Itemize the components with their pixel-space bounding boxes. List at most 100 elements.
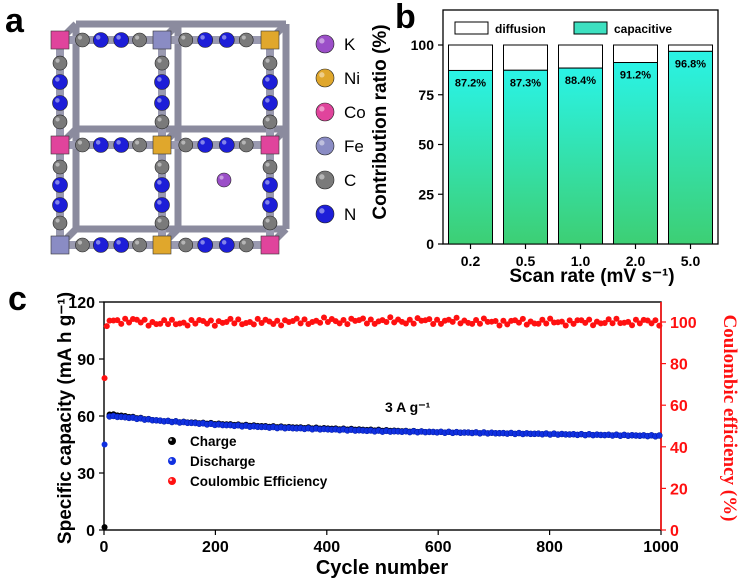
nitrogen-atom (113, 237, 129, 253)
bar-chart-x-tick-label: 0.5 (516, 253, 536, 269)
legend-label-c: C (344, 171, 356, 190)
nitrogen-atom (154, 177, 170, 193)
metal-node-co (260, 235, 280, 255)
series-point-2 (360, 315, 367, 322)
carbon-atom-highlight (241, 35, 246, 40)
series-point-2 (519, 315, 526, 322)
legend-atom-co-highlight (319, 106, 325, 112)
series-point-2 (297, 320, 304, 327)
series-point-2 (547, 315, 554, 322)
nitrogen-atom (262, 177, 278, 193)
cycling-x-tick-label: 0 (100, 539, 109, 556)
legend-atom-co (315, 102, 335, 122)
legend-label-2: Coulombic Efficiency (190, 474, 328, 489)
legend-label-fe: Fe (344, 137, 364, 156)
legend-label-k: K (344, 35, 356, 54)
carbon-atom-highlight (55, 58, 60, 63)
series-point-2 (613, 315, 620, 322)
series-point-2 (656, 322, 663, 329)
bar-capacitive (503, 69, 548, 245)
series-point-2 (118, 320, 125, 327)
legend-atom-k (315, 34, 335, 54)
nitrogen-atom-highlight (221, 35, 227, 40)
cycling-chart-points (101, 314, 663, 531)
nitrogen-atom (52, 197, 68, 213)
nitrogen-atom (93, 237, 109, 253)
cycling-y-tick-label: 0 (86, 523, 95, 540)
series-point-2 (629, 322, 636, 329)
series-point-2 (504, 321, 511, 328)
bar-chart-bars: 87.2% 87.3% 88.4% 91.2% 96.8% (448, 44, 713, 245)
metal-node-co (50, 30, 70, 50)
series-point-2 (317, 319, 324, 326)
nitrogen-atom-highlight (157, 200, 162, 205)
legend-label-1: Discharge (190, 454, 256, 469)
carbon-atom-highlight (181, 35, 186, 40)
series-point-2 (605, 316, 612, 323)
series-point-2 (535, 320, 542, 327)
bar-chart-y-tick-label: 100 (411, 37, 435, 53)
nitrogen-atom (262, 95, 278, 111)
legend-label-co: Co (344, 103, 366, 122)
carbon-atom (154, 114, 170, 130)
series-point-2 (184, 322, 191, 329)
carbon-atom (154, 159, 170, 175)
series-point-2 (278, 322, 285, 329)
cycling-x-tick-label: 800 (536, 539, 563, 556)
legend-marker-highlight-1 (169, 458, 173, 462)
bar-chart-y-tick-label: 75 (418, 87, 434, 103)
bar-chart-axes: 0 25 50 75 100 0.2 0.5 1.0 2.0 5.0 (411, 9, 719, 269)
cycling-x-tick-label: 400 (313, 539, 340, 556)
series-point-2 (430, 321, 437, 328)
carbon-atom (75, 237, 90, 253)
series-point-2 (609, 320, 616, 327)
bar-capacitive (668, 50, 713, 245)
nitrogen-atom-highlight (55, 200, 60, 205)
legend-label-n: N (344, 205, 356, 224)
cycling-right-y-tick-label: 0 (670, 523, 679, 540)
bar-chart-y-tick-label: 0 (426, 236, 434, 252)
nitrogen-atom (262, 74, 278, 90)
legend-atom-n-highlight (319, 208, 325, 214)
carbon-atom-highlight (55, 162, 60, 167)
bar-chart-y-axis-label: Contribution ratio (%) (370, 24, 391, 219)
nitrogen-atom-highlight (157, 98, 162, 103)
cycling-x-tick-label: 1000 (643, 539, 679, 556)
carbon-atom (262, 114, 278, 130)
nitrogen-atom (197, 237, 213, 253)
cycling-chart-annotation: 3 A g⁻¹ (385, 399, 431, 415)
bar-diffusion (448, 44, 493, 71)
nitrogen-atom (219, 237, 235, 253)
bar-chart-x-tick-label: 1.0 (571, 253, 591, 269)
legend-label-0: Charge (190, 434, 237, 449)
series-point-2 (410, 320, 417, 327)
series-point-2 (402, 320, 409, 327)
series-point-2 (211, 322, 218, 329)
series-point-2 (301, 316, 308, 323)
series-point-2 (632, 316, 639, 323)
carbon-atom-highlight (135, 140, 140, 145)
series-point-2 (101, 375, 108, 382)
metal-node-co (50, 135, 70, 155)
nitrogen-atom (93, 32, 109, 48)
bar-chart-x-tick-label: 2.0 (626, 253, 646, 269)
series-point-2 (496, 322, 503, 329)
series-point-2 (473, 316, 480, 323)
series-point-2 (383, 319, 390, 326)
carbon-atom (75, 137, 90, 153)
series-point-2 (543, 320, 550, 327)
nitrogen-atom (113, 32, 129, 48)
series-point-2 (363, 320, 370, 327)
cycling-chart-right-y-axis-label: Coulombic efficiency (%) (719, 315, 740, 522)
series-point-2 (469, 320, 476, 327)
panel-b-letter: b (395, 0, 416, 36)
series-point-2 (601, 320, 608, 327)
carbon-atom (262, 55, 278, 71)
series-point-2 (235, 316, 242, 323)
metal-node-fe (50, 235, 70, 255)
carbon-atom (52, 55, 68, 71)
bar-capacitive (448, 69, 493, 245)
legend-atom-fe-highlight (319, 140, 325, 146)
